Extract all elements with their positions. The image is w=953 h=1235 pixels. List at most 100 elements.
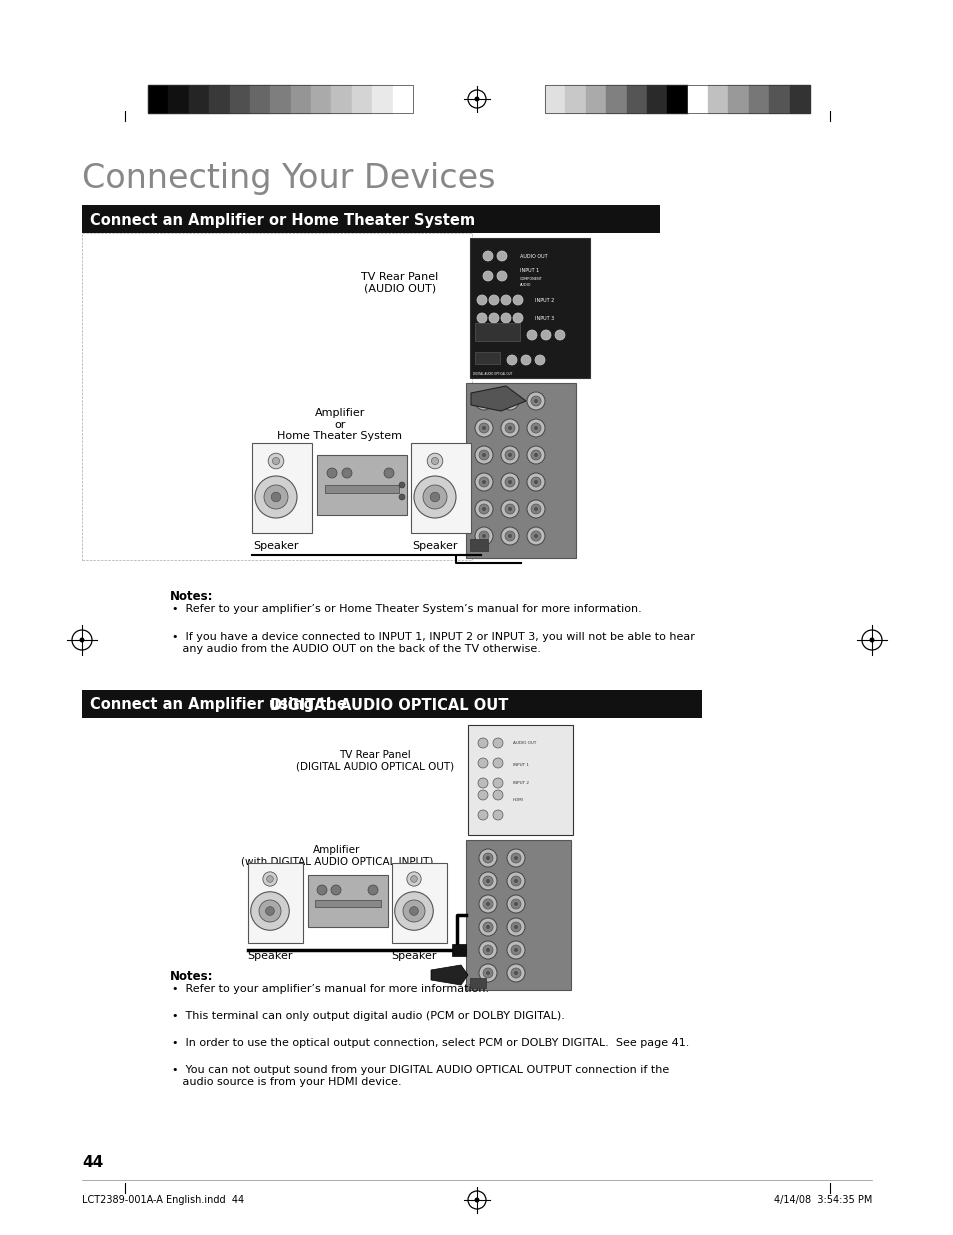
Bar (291, 85, 311, 112)
Circle shape (477, 739, 488, 748)
Circle shape (341, 468, 352, 478)
Circle shape (475, 527, 493, 545)
Bar (314, 900, 380, 906)
Circle shape (482, 251, 493, 261)
Bar (270, 85, 291, 112)
Circle shape (514, 925, 517, 929)
Circle shape (474, 96, 479, 101)
Circle shape (511, 945, 520, 955)
Circle shape (511, 853, 520, 863)
Bar (331, 85, 352, 112)
Circle shape (493, 810, 502, 820)
Circle shape (478, 965, 497, 982)
Bar (411, 443, 471, 534)
Circle shape (481, 399, 485, 403)
Circle shape (531, 450, 540, 459)
Circle shape (478, 477, 489, 487)
Bar (148, 85, 169, 112)
Bar (230, 85, 250, 112)
Bar (687, 85, 707, 112)
Bar (666, 85, 687, 112)
Circle shape (79, 637, 85, 642)
Text: Connecting Your Devices: Connecting Your Devices (82, 162, 495, 195)
Circle shape (398, 494, 405, 500)
Circle shape (500, 312, 511, 324)
Bar (468, 725, 573, 835)
Bar (465, 383, 576, 558)
Text: Speaker: Speaker (253, 541, 298, 551)
Text: INPUT 1: INPUT 1 (519, 268, 538, 273)
Circle shape (431, 457, 438, 464)
Circle shape (258, 900, 281, 923)
Circle shape (395, 892, 433, 930)
Circle shape (489, 295, 498, 305)
Circle shape (493, 790, 502, 800)
Circle shape (478, 848, 497, 867)
Circle shape (422, 485, 447, 509)
Bar (585, 85, 605, 112)
Bar (82, 690, 701, 718)
Circle shape (475, 391, 493, 410)
Circle shape (414, 475, 456, 517)
Circle shape (476, 295, 486, 305)
Circle shape (534, 453, 537, 457)
Circle shape (485, 856, 490, 860)
Circle shape (500, 295, 511, 305)
Circle shape (482, 968, 493, 978)
Circle shape (485, 948, 490, 952)
Text: •  Refer to your amplifier’s or Home Theater System’s manual for more informatio: • Refer to your amplifier’s or Home Thea… (172, 604, 641, 614)
Circle shape (526, 527, 544, 545)
Circle shape (316, 885, 327, 895)
Text: Speaker: Speaker (412, 541, 457, 551)
Circle shape (500, 446, 518, 464)
Bar (565, 85, 585, 112)
Circle shape (398, 482, 405, 488)
Circle shape (507, 453, 512, 457)
Circle shape (504, 424, 515, 433)
Circle shape (534, 508, 537, 511)
Circle shape (506, 354, 517, 366)
Bar (452, 944, 465, 956)
Circle shape (526, 446, 544, 464)
Circle shape (511, 899, 520, 909)
Bar (605, 85, 626, 112)
Text: TV Rear Panel
(DIGITAL AUDIO OPTICAL OUT): TV Rear Panel (DIGITAL AUDIO OPTICAL OUT… (295, 750, 454, 772)
Circle shape (540, 330, 551, 340)
Polygon shape (471, 387, 525, 411)
Circle shape (526, 419, 544, 437)
Circle shape (511, 968, 520, 978)
Bar (308, 876, 388, 927)
Circle shape (504, 477, 515, 487)
Circle shape (511, 876, 520, 885)
Circle shape (500, 419, 518, 437)
Bar (789, 85, 809, 112)
Circle shape (251, 892, 289, 930)
Circle shape (514, 902, 517, 906)
Bar (352, 85, 372, 112)
Circle shape (497, 251, 506, 261)
Circle shape (504, 450, 515, 459)
Circle shape (478, 450, 489, 459)
Text: INPUT 3: INPUT 3 (535, 315, 554, 321)
Circle shape (485, 902, 490, 906)
Text: Notes:: Notes: (170, 969, 213, 983)
Bar (470, 978, 485, 988)
Bar (728, 85, 748, 112)
Circle shape (511, 923, 520, 932)
Circle shape (475, 419, 493, 437)
Circle shape (514, 879, 517, 883)
Circle shape (475, 500, 493, 517)
Text: 4/14/08  3:54:35 PM: 4/14/08 3:54:35 PM (773, 1195, 871, 1205)
Text: Speaker: Speaker (391, 951, 436, 961)
Circle shape (477, 790, 488, 800)
Text: LCT2389-001A-A English.indd  44: LCT2389-001A-A English.indd 44 (82, 1195, 244, 1205)
Circle shape (504, 396, 515, 406)
Circle shape (534, 480, 537, 484)
Circle shape (474, 1198, 479, 1203)
Circle shape (500, 527, 518, 545)
Circle shape (481, 480, 485, 484)
Bar (148, 85, 413, 112)
Circle shape (514, 856, 517, 860)
Circle shape (409, 906, 418, 915)
Text: TV Rear Panel
(AUDIO OUT): TV Rear Panel (AUDIO OUT) (361, 272, 438, 294)
